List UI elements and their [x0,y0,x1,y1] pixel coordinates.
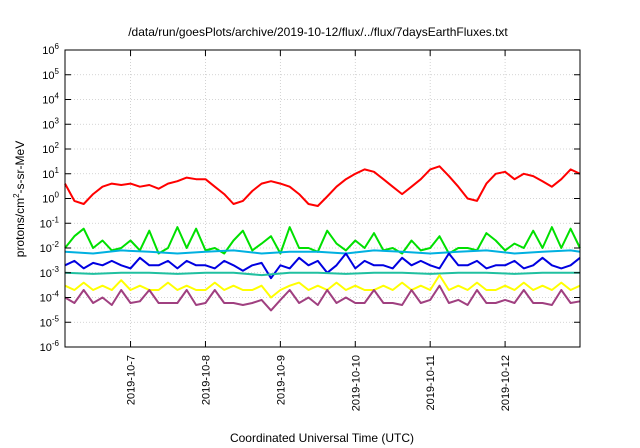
series-line-1 [64,165,581,207]
y-tick-exponent: -3 [52,265,60,274]
y-tick-label: 102 [42,141,59,156]
y-tick-label: 101 [42,166,59,181]
y-tick-label: 10-6 [40,339,60,354]
series-line-4 [64,252,581,280]
y-tick-exponent: -6 [52,339,60,348]
y-tick-label: 104 [42,92,59,107]
y-tick-label: 105 [42,67,59,82]
chart-title: /data/run/goesPlots/archive/2019-10-12/f… [128,25,508,39]
y-tick-label: 106 [42,42,59,57]
y-tick-base: 10 [42,45,54,57]
y-tick-base: 10 [40,243,52,255]
y-tick-label: 10-2 [40,240,60,255]
y-tick-exponent: 6 [55,42,60,51]
x-tick-label: 2019-10-12 [500,355,512,411]
y-axis-label-suffix: -s-sr-MeV [13,141,27,194]
y-tick-exponent: -1 [52,215,60,224]
y-tick-base: 10 [42,194,54,206]
y-axis-label: protons/cm2-s-sr-MeV [12,141,27,257]
series-line-7 [64,284,581,312]
y-tick-label: 10-3 [40,265,60,280]
y-axis: 10610510410310210110010-110-210-310-410-… [40,42,580,354]
y-tick-exponent: -4 [52,290,60,299]
y-tick-base: 10 [40,218,52,230]
x-tick-label: 2019-10-7 [126,355,138,405]
series-line-3 [64,249,581,255]
y-tick-label: 10-4 [40,290,60,305]
grid-lines [65,50,580,347]
y-tick-base: 10 [40,268,52,280]
y-tick-label: 10-5 [40,314,60,329]
y-tick-label: 10-1 [40,215,60,230]
y-axis-label-sup: 2 [12,193,21,198]
y-tick-exponent: 3 [55,116,60,125]
y-tick-exponent: 1 [55,166,60,175]
y-tick-base: 10 [42,144,54,156]
series-line-5 [64,271,580,277]
y-tick-base: 10 [42,169,54,181]
x-tick-label: 2019-10-10 [350,355,362,411]
series-line-2 [64,226,581,255]
y-tick-base: 10 [42,70,54,82]
x-tick-label: 2019-10-9 [275,355,287,405]
y-axis-label-prefix: protons/cm [13,198,27,257]
y-tick-base: 10 [40,342,52,354]
series-layer [64,165,581,312]
y-tick-label: 100 [42,191,59,206]
x-tick-label: 2019-10-8 [200,355,212,405]
x-tick-label: 2019-10-11 [425,355,437,410]
x-axis-label: Coordinated Universal Time (UTC) [230,431,414,445]
y-tick-exponent: -5 [52,314,60,323]
y-tick-exponent: 0 [55,191,60,200]
y-tick-base: 10 [40,293,52,305]
plot-frame [64,49,581,348]
y-tick-exponent: 5 [55,67,60,76]
y-tick-base: 10 [40,317,52,329]
x-axis: 2019-10-7 2019-10-8 2019-10-9 2019-10-10 201… [126,50,512,411]
y-tick-exponent: 2 [55,141,60,150]
y-tick-exponent: 4 [55,92,60,101]
series-line-6 [64,274,581,299]
y-tick-exponent: -2 [52,240,60,249]
y-tick-base: 10 [42,119,54,131]
y-tick-label: 103 [42,116,59,131]
y-tick-base: 10 [42,95,54,107]
